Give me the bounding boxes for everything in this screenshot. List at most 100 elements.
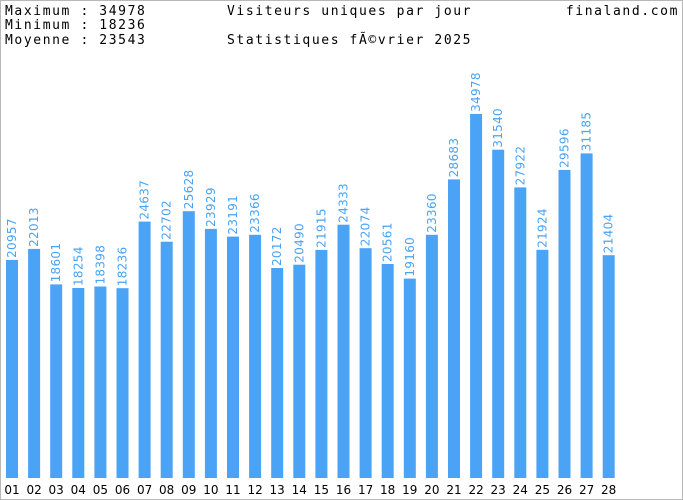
x-tick-label-22: 22 <box>468 483 483 497</box>
stat-maximum-value: 34978 <box>99 4 146 19</box>
x-tick-label-14: 14 <box>292 483 307 497</box>
bar-02 <box>28 248 41 478</box>
x-tick-label-09: 09 <box>181 483 196 497</box>
stat-average-value: 23543 <box>99 33 146 48</box>
x-tick-label-07: 07 <box>137 483 152 497</box>
value-label-09: 25628 <box>182 170 196 210</box>
bar-08 <box>160 241 173 478</box>
bars-layer <box>6 113 615 479</box>
value-label-25: 21924 <box>535 208 549 248</box>
value-label-07: 24637 <box>138 180 152 220</box>
x-tick-label-05: 05 <box>93 483 108 497</box>
x-tick-label-04: 04 <box>71 483 86 497</box>
bar-18 <box>381 264 394 478</box>
bar-27 <box>580 153 593 478</box>
x-tick-label-03: 03 <box>49 483 64 497</box>
bar-15 <box>315 249 328 478</box>
x-tick-label-28: 28 <box>601 483 616 497</box>
bar-12 <box>249 234 262 478</box>
x-tick-label-15: 15 <box>314 483 329 497</box>
value-label-16: 24333 <box>337 183 351 223</box>
value-label-20: 23360 <box>425 193 439 233</box>
x-tick-label-21: 21 <box>446 483 461 497</box>
bar-25 <box>536 249 549 478</box>
bar-26 <box>558 169 571 478</box>
bar-23 <box>492 149 505 478</box>
x-tick-label-02: 02 <box>26 483 41 497</box>
bar-21 <box>448 179 460 478</box>
x-tick-label-18: 18 <box>380 483 395 497</box>
value-label-17: 22074 <box>359 207 373 247</box>
stat-maximum-label: Maximum <box>5 4 71 19</box>
value-label-02: 22013 <box>27 207 41 247</box>
value-label-05: 18398 <box>93 245 107 285</box>
bar-01 <box>6 259 18 478</box>
stats-block: Maximum : 34978 Minimum : 18236 Moyenne … <box>5 4 146 48</box>
bar-20 <box>425 234 438 478</box>
value-label-21: 28683 <box>447 138 461 178</box>
value-label-27: 31185 <box>580 112 594 152</box>
bar-16 <box>337 224 350 478</box>
x-tick-label-17: 17 <box>358 483 373 497</box>
x-tick-label-08: 08 <box>159 483 174 497</box>
value-label-11: 23191 <box>226 195 240 235</box>
bar-14 <box>293 264 306 478</box>
stat-minimum-label: Minimum <box>5 18 71 33</box>
bar-03 <box>50 284 63 478</box>
value-label-06: 18236 <box>116 247 130 287</box>
x-tick-label-26: 26 <box>557 483 572 497</box>
value-label-10: 23929 <box>204 187 218 227</box>
x-tick-label-16: 16 <box>336 483 351 497</box>
bar-10 <box>204 228 217 478</box>
value-labels-layer: 20957 22013 18601 18254 18398 18236 24637 22702… <box>5 72 616 286</box>
x-tick-label-10: 10 <box>203 483 218 497</box>
value-label-22: 34978 <box>469 72 483 112</box>
x-tick-label-24: 24 <box>513 483 528 497</box>
x-tick-label-19: 19 <box>402 483 417 497</box>
chart-title: Visiteurs uniques par jour <box>227 4 472 19</box>
bar-13 <box>271 268 284 478</box>
value-label-23: 31540 <box>491 108 505 148</box>
value-label-28: 21404 <box>602 214 616 254</box>
stat-average: Moyenne : 23543 <box>5 33 146 48</box>
stat-separator: : <box>80 18 99 33</box>
value-label-26: 29596 <box>558 128 572 168</box>
bar-04 <box>72 288 85 478</box>
x-tick-label-06: 06 <box>115 483 130 497</box>
stat-minimum: Minimum : 18236 <box>5 18 146 33</box>
bar-24 <box>514 187 527 478</box>
value-label-14: 20490 <box>292 223 306 263</box>
x-tick-label-01: 01 <box>4 483 19 497</box>
value-label-19: 19160 <box>403 237 417 277</box>
x-tick-label-12: 12 <box>247 483 262 497</box>
stat-maximum: Maximum : 34978 <box>5 4 146 19</box>
chart-subtitle: Statistiques fÃ©vrier 2025 <box>227 32 472 48</box>
value-label-03: 18601 <box>49 243 63 283</box>
value-label-08: 22702 <box>160 200 174 240</box>
value-label-15: 21915 <box>314 208 328 248</box>
stat-separator: : <box>80 33 99 48</box>
value-label-01: 20957 <box>5 218 19 258</box>
stat-average-label: Moyenne <box>5 33 71 48</box>
value-label-12: 23366 <box>248 193 262 233</box>
x-tick-label-23: 23 <box>491 483 506 497</box>
stat-separator: : <box>80 4 99 19</box>
bar-11 <box>227 236 239 478</box>
x-tick-label-13: 13 <box>270 483 285 497</box>
value-label-24: 27922 <box>513 146 527 186</box>
bar-22 <box>470 113 483 479</box>
x-tick-label-27: 27 <box>579 483 594 497</box>
bar-28 <box>602 255 615 478</box>
x-tick-label-20: 20 <box>424 483 439 497</box>
value-label-13: 20172 <box>270 226 284 266</box>
stat-minimum-value: 18236 <box>99 18 146 33</box>
bar-06 <box>116 288 129 478</box>
value-label-04: 18254 <box>71 246 85 286</box>
value-label-18: 20561 <box>381 222 395 262</box>
bar-09 <box>182 211 195 478</box>
x-axis-labels: 01 02 03 04 05 06 07 08 09 10 11 12 13 14 15 16 17 18 19 20… <box>4 483 616 497</box>
x-tick-label-11: 11 <box>225 483 240 497</box>
bar-19 <box>403 278 416 478</box>
